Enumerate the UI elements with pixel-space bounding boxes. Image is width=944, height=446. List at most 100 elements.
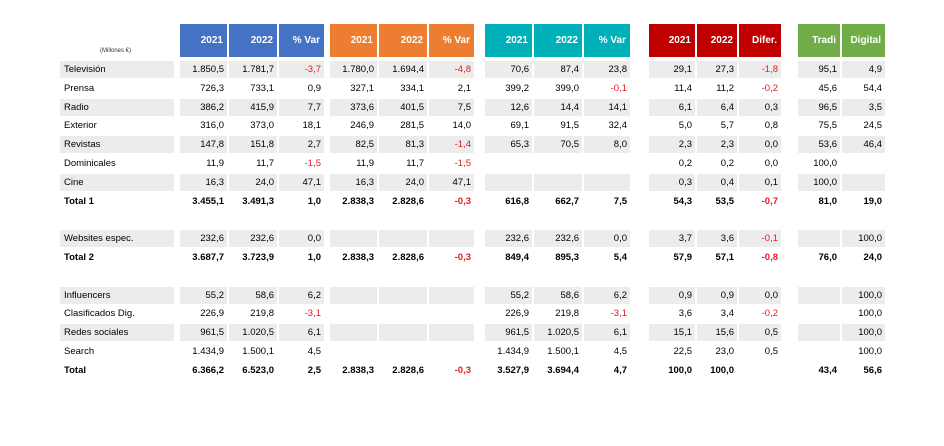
header-g4-col-1: 2022	[697, 24, 737, 57]
table-cell: -0,1	[739, 230, 781, 247]
row-label: Total	[64, 365, 86, 376]
table-cell: 4,5	[613, 346, 627, 357]
header-g4-col-2: Difer.	[739, 24, 781, 57]
row-label: Cine	[60, 174, 174, 191]
table-cell: -1,5	[454, 158, 471, 169]
table-cell: 3.527,9	[497, 365, 529, 376]
table-cell: 69,1	[510, 120, 530, 131]
table-cell	[330, 305, 377, 322]
table-cell: -3,1	[610, 308, 627, 319]
table-cell: 226,9	[505, 308, 529, 319]
table-cell: 100,0	[858, 346, 882, 357]
table-cell: 91,5	[560, 120, 580, 131]
row-label: Clasificados Dig.	[64, 308, 135, 319]
table-cell: 6,2	[584, 287, 630, 304]
table-cell: 11,9	[356, 158, 374, 169]
table-cell: 12,6	[485, 99, 532, 116]
table-cell: 2.828,6	[392, 196, 424, 207]
table-cell: 7,5	[613, 196, 627, 207]
table-cell: 662,7	[555, 196, 579, 207]
table-cell: 15,1	[649, 324, 695, 341]
row-label: Websites espec.	[60, 230, 174, 247]
table-cell	[330, 324, 377, 341]
table-cell: 57,1	[715, 252, 735, 263]
table-cell: 81,3	[379, 136, 427, 153]
table-cell: 57,9	[673, 252, 693, 263]
table-cell: 246,9	[350, 120, 374, 131]
table-cell	[379, 343, 427, 360]
unit-label: (Millones €)	[100, 48, 132, 54]
table-cell: 70,5	[534, 136, 582, 153]
table-cell: 87,4	[534, 61, 582, 78]
table-cell: 327,1	[350, 83, 374, 94]
table-cell: 219,8	[555, 308, 579, 319]
table-cell: 147,8	[180, 136, 227, 153]
table-cell: 7,7	[279, 99, 324, 116]
table-cell: 2.828,6	[392, 365, 424, 376]
table-cell	[379, 305, 427, 322]
table-cell: 961,5	[485, 324, 532, 341]
table-cell: 1.500,1	[547, 346, 579, 357]
table-cell: 961,5	[180, 324, 227, 341]
table-cell: 3.491,3	[242, 196, 274, 207]
table-cell: 232,6	[485, 230, 532, 247]
table-cell: 2.828,6	[392, 252, 424, 263]
table-cell: 16,3	[180, 174, 227, 191]
table-cell: -0,3	[454, 196, 471, 207]
row-label: Radio	[60, 99, 174, 116]
table-cell: 32,4	[608, 120, 628, 131]
table-cell: 16,3	[330, 174, 377, 191]
table-cell: 100,0	[842, 230, 885, 247]
table-cell: 24,0	[379, 174, 427, 191]
table-cell: 100,0	[842, 287, 885, 304]
table-cell	[330, 287, 377, 304]
table-cell: 415,9	[229, 99, 277, 116]
table-cell: 24,5	[863, 120, 883, 131]
header-g1-col-1: 2022	[229, 24, 277, 57]
table-cell: 14,4	[534, 99, 582, 116]
header-g2-col-0: 2021	[330, 24, 377, 57]
table-cell: 0,0	[739, 136, 781, 153]
table-cell: 399,0	[555, 83, 579, 94]
table-cell: 386,2	[180, 99, 227, 116]
header-g5-col-0: Tradi	[798, 24, 840, 57]
table-cell: 15,6	[697, 324, 737, 341]
table-cell: 1.020,5	[229, 324, 277, 341]
table-cell: 1,0	[307, 196, 321, 207]
table-cell: 70,6	[485, 61, 532, 78]
table-cell: 24,0	[863, 252, 883, 263]
table-cell: 895,3	[555, 252, 579, 263]
header-g5-col-1: Digital	[842, 24, 885, 57]
table-cell: 2.838,3	[342, 252, 374, 263]
table-cell: 100,0	[813, 158, 837, 169]
table-cell: 29,1	[649, 61, 695, 78]
table-cell: 4,7	[613, 365, 627, 376]
table-cell: 0,9	[649, 287, 695, 304]
table-cell: 81,0	[818, 196, 838, 207]
table-cell: -1,4	[429, 136, 474, 153]
row-label: Search	[64, 346, 95, 357]
table-cell: 0,5	[764, 346, 778, 357]
table-cell: -0,8	[761, 252, 778, 263]
table-cell: 0,9	[697, 287, 737, 304]
table-cell: 726,3	[200, 83, 224, 94]
table-cell: 47,1	[429, 174, 474, 191]
table-cell: 3,6	[678, 308, 692, 319]
table-cell: 0,8	[764, 120, 778, 131]
table-cell: 219,8	[250, 308, 274, 319]
table-cell: 232,6	[534, 230, 582, 247]
table-cell: 19,0	[863, 196, 883, 207]
table-cell: 100,0	[668, 365, 692, 376]
table-cell: 53,6	[798, 136, 840, 153]
table-cell: 54,4	[863, 83, 883, 94]
table-cell	[485, 174, 532, 191]
table-cell: 11,9	[206, 158, 224, 169]
table-cell: 226,9	[200, 308, 224, 319]
table-cell: 6,1	[649, 99, 695, 116]
table-cell	[429, 324, 474, 341]
table-cell: 23,0	[715, 346, 735, 357]
table-cell	[584, 174, 630, 191]
table-cell: 2,3	[649, 136, 695, 153]
table-cell: 316,0	[200, 120, 224, 131]
table-cell: 45,6	[818, 83, 838, 94]
